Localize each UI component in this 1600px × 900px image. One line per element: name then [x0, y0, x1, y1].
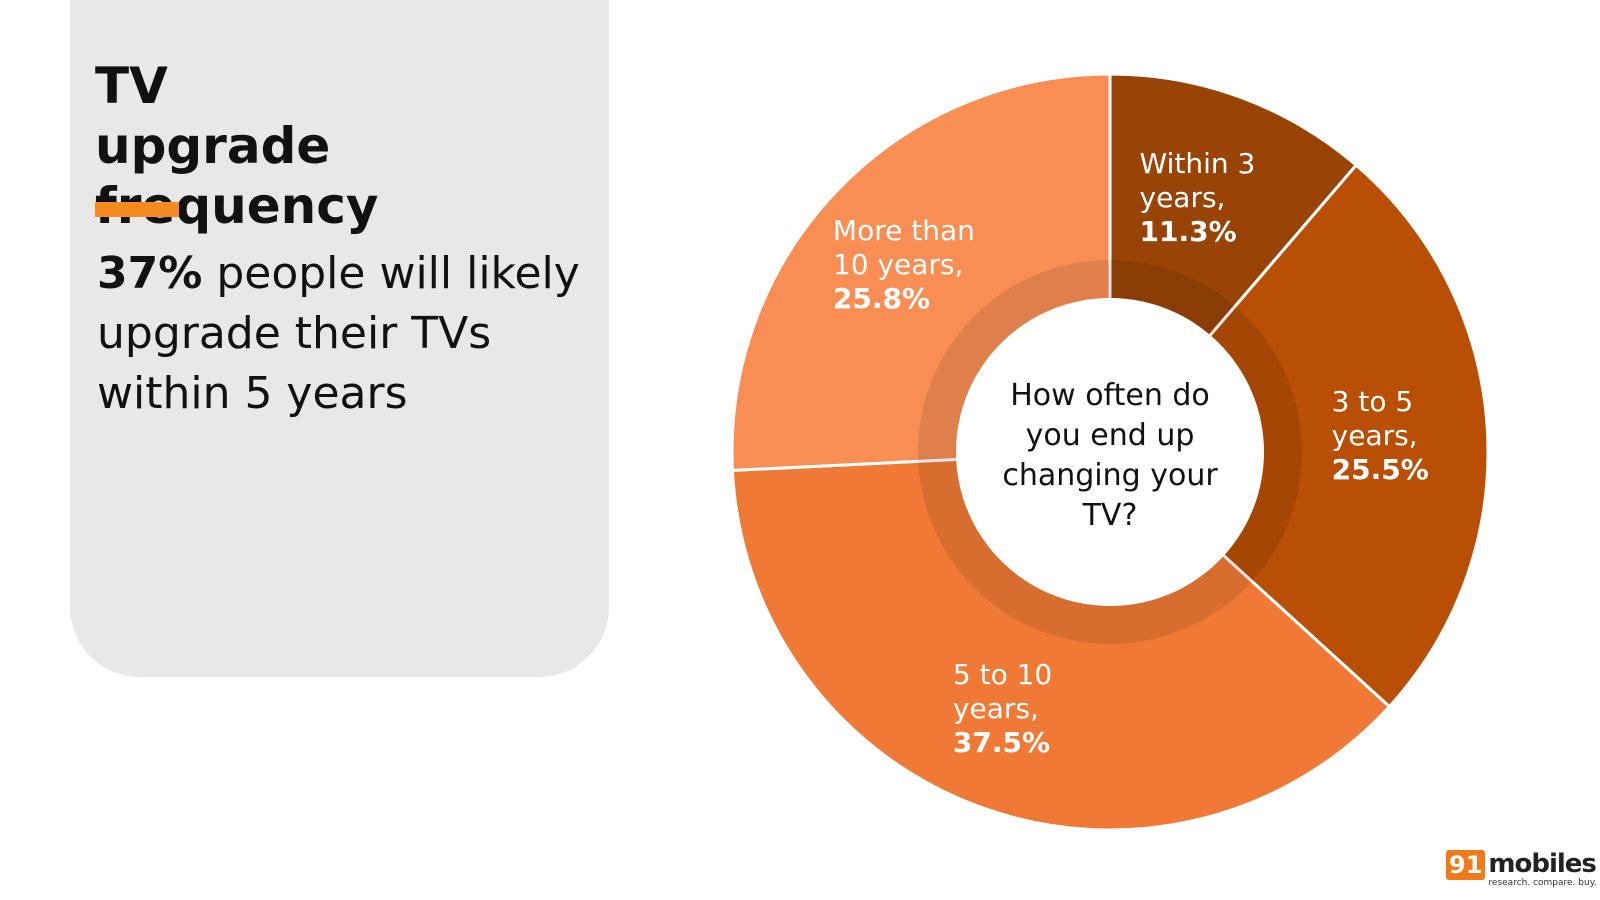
- info-panel: TV upgrade frequency 37% people will lik…: [70, 0, 609, 677]
- slice-category: More than 10 years,: [832, 214, 975, 282]
- headline-text: people will likely upgrade their TVs wit…: [97, 248, 580, 419]
- donut-hole: [956, 298, 1264, 606]
- slice-value-label: 37.5%: [952, 726, 1051, 760]
- logo-tagline: research. compare. buy.: [1488, 878, 1597, 888]
- slice-value-label: 25.5%: [1331, 453, 1429, 487]
- slice-label: More than 10 years, 25.8%: [833, 214, 993, 316]
- title: TV upgrade frequency: [95, 57, 379, 235]
- slice-label: 3 to 5 years, 25.5%: [1332, 385, 1432, 487]
- logo: 91 mobiles research. compare. buy.: [1446, 850, 1597, 888]
- slice-category: Within 3 years,: [1139, 146, 1256, 214]
- center-text: How often do you end up changing your TV…: [1002, 378, 1218, 533]
- logo-name: mobiles: [1488, 849, 1597, 879]
- headline-highlight: 37%: [97, 248, 203, 299]
- slice-label: 5 to 10 years, 37.5%: [953, 658, 1083, 760]
- logo-number: 91: [1446, 850, 1486, 880]
- slice: [730, 450, 1392, 832]
- slice: [1107, 163, 1490, 709]
- slice-value-label: 25.8%: [832, 282, 931, 316]
- slice-value-label: 11.3%: [1139, 214, 1237, 248]
- slice-category: 3 to 5 years,: [1331, 385, 1418, 453]
- logo-text: mobiles research. compare. buy.: [1488, 849, 1597, 888]
- accent-bar: [95, 202, 179, 217]
- slice-label: Within 3 years, 11.3%: [1140, 147, 1270, 249]
- headline: 37% people will likely upgrade their TVs…: [97, 244, 587, 424]
- inner-ring: [918, 260, 1302, 644]
- slice-category: 5 to 10 years,: [952, 658, 1053, 726]
